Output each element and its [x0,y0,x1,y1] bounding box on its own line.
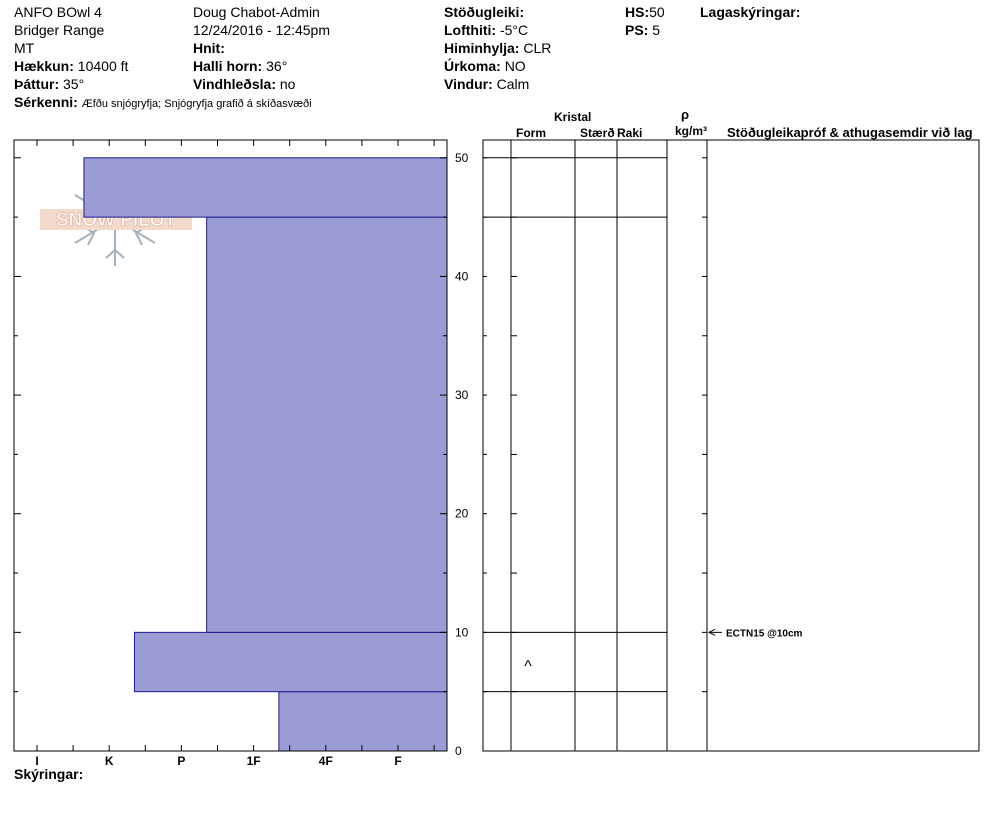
coords-label: Hnit: [193,40,225,56]
hardness-layer [206,216,448,633]
stability-test-label: ECTN15 @10cm [726,628,803,639]
ps-value: 5 [652,22,661,38]
x-category-label: K [105,754,114,768]
stability-label: Stöðugleiki: [444,4,525,20]
y-tick-label: 30 [455,388,469,402]
hs-label: HS: [625,4,650,20]
datetime: 12/24/2016 - 12:45pm [193,22,330,38]
elevation-label: Hækkun: [14,58,74,74]
density-unit-header: kg/m³ [675,124,708,138]
layer-table: ^ ECTN15 @10cm [482,139,980,752]
y-tick-label: 10 [455,625,469,639]
hardness-chart: 0 10 20 30 40 50 I K P 1F 4F F [13,139,469,768]
precipitation: Úrkoma: NO [444,57,526,75]
x-category-label: 1F [247,754,261,768]
aspect-value: 35° [63,76,85,92]
hardness-layer [83,157,448,218]
elevation: Hækkun: 10400 ft [14,57,128,75]
chart-frame [13,139,448,752]
wind-loading-value: no [279,76,296,92]
features-value: Æfðu snjógryfja; Snjógryfja grafið á skí… [81,98,312,110]
slope-label: Halli horn: [193,58,263,74]
layer-notes-label: Lagaskýringar: [700,4,801,20]
hardness-layer [278,691,448,752]
features: Sérkenni: Æfðu snjógryfja; Snjógryfja gr… [14,93,312,113]
y-tick-label: 50 [455,151,469,165]
form-header: Form [516,126,546,140]
grain-form-symbol: ^ [524,658,532,675]
notes-label: Skýringar: [14,766,84,782]
y-tick-label: 20 [455,507,469,521]
wind: Vindur: Calm [444,75,529,93]
wind-label: Vindur: [444,76,493,92]
location-name: ANFO BOwl 4 [14,4,102,20]
x-category-label: F [394,754,401,768]
sky-label: Himinhylja: [444,40,520,56]
air-temp: Lofthiti: -5°C [444,21,528,39]
hardness-layer [133,631,448,693]
crystal-header: Kristal [554,110,592,124]
size-header: Stærð [580,126,615,140]
y-tick-label: 0 [455,744,462,758]
air-temp-label: Lofthiti: [444,22,497,38]
x-category-label: P [177,754,185,768]
air-temp-value: -5°C [499,22,529,38]
moisture-header: Raki [617,126,643,140]
ps-label: PS: [625,22,649,38]
aspect: Þáttur: 35° [14,75,84,93]
hs: HS:50 [625,3,665,21]
wind-loading-label: Vindhleðsla: [193,76,276,92]
slope: Halli horn: 36° [193,57,287,75]
aspect-label: Þáttur: [14,76,60,92]
observer: Doug Chabot-Admin [193,4,320,20]
sky-cover: Himinhylja: CLR [444,39,551,57]
rho-header: ρ [681,107,690,122]
elevation-value: 10400 ft [77,58,129,74]
x-category-label: 4F [319,754,333,768]
wind-value: Calm [496,76,530,92]
table-frame [482,139,980,752]
mountain-range: Bridger Range [14,22,105,38]
precip-value: NO [504,58,526,74]
hs-value: 50 [649,4,665,20]
precip-label: Úrkoma: [444,58,501,74]
ps: PS: 5 [625,21,660,39]
test-pointer-arrow [707,628,716,636]
features-label: Sérkenni: [14,94,78,110]
state: MT [14,40,35,56]
x-category-label: I [35,754,38,768]
y-tick-label: 40 [455,269,469,283]
tests-header: Stöðugleikapróf & athugasemdir við lag [727,125,973,140]
sky-value: CLR [523,40,552,56]
wind-loading: Vindhleðsla: no [193,75,295,93]
slope-value: 36° [266,58,288,74]
